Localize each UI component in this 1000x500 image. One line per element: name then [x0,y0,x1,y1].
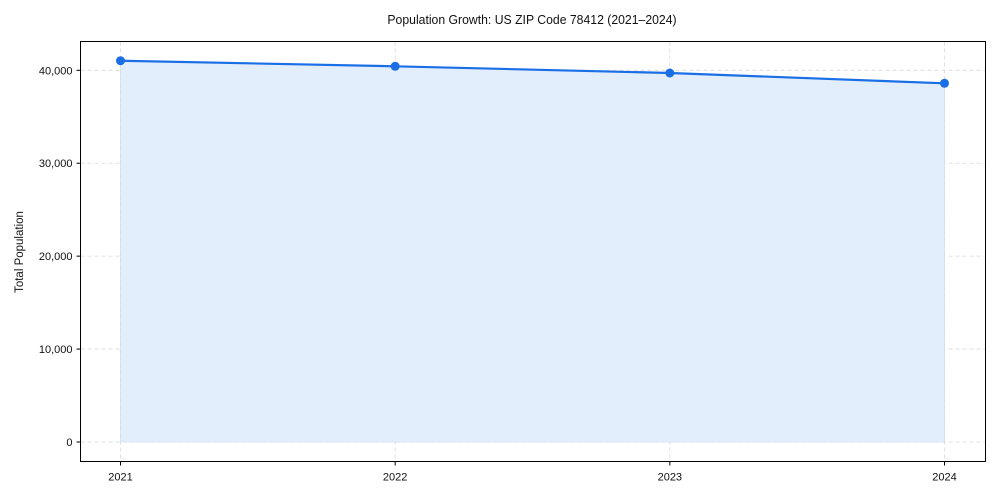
x-tick-label: 2021 [108,472,132,484]
chart-title: Population Growth: US ZIP Code 78412 (20… [387,12,677,27]
x-tick-label: 2024 [932,472,956,484]
x-tick-label: 2023 [658,472,682,484]
y-tick-label: 40,000 [39,65,73,77]
axes-frame [80,41,986,462]
data-line [120,59,945,85]
data-point-2021 [116,56,125,66]
y-tick-label: 20,000 [39,251,73,263]
x-tick-label: 2022 [383,472,407,484]
y-tick-label: 10,000 [39,344,73,356]
area-fill [120,60,945,443]
y-tick-label: 30,000 [39,158,73,170]
y-tick-label: 0 [66,437,72,449]
data-point-2024 [940,78,949,88]
y-axis-ticks: 0 10,000 20,000 30,000 40,000 [39,65,81,449]
x-axis-ticks: 2021 2022 2023 2024 [108,461,957,484]
data-points [116,56,949,88]
data-point-2023 [665,68,675,78]
data-point-2022 [390,61,400,71]
